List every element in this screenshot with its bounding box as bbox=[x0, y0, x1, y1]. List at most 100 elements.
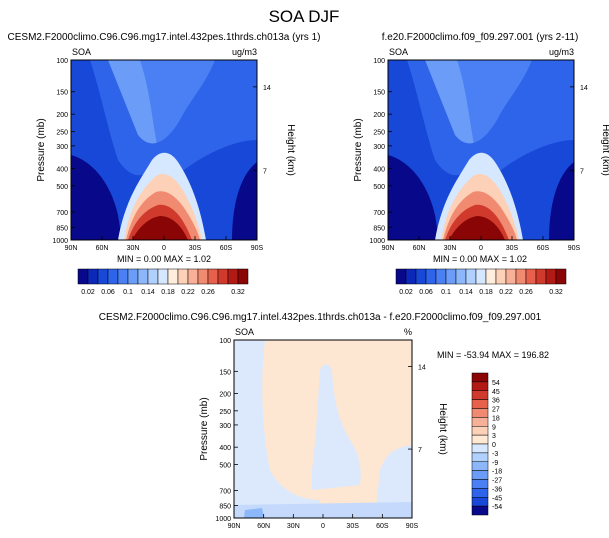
colorbar-diff-swatch bbox=[471, 505, 489, 516]
colorbar-left-swatch bbox=[177, 268, 189, 285]
colorbar-right-label: 0.32 bbox=[549, 289, 563, 296]
colorbar-diff-label: 0 bbox=[492, 442, 496, 449]
colorbar-left-label: 0.02 bbox=[81, 289, 95, 296]
panel-left-ytick-label: 200 bbox=[56, 112, 68, 119]
panel-right-ylabel: Pressure (mb) bbox=[353, 118, 364, 181]
panel-diff-xtick-label: 90S bbox=[406, 523, 419, 530]
panel-right-minmax: MIN = 0.00 MAX = 1.02 bbox=[433, 254, 527, 264]
panel-left-title: CESM2.F2000climo.C96.C96.mg17.intel.432p… bbox=[8, 32, 321, 43]
panel-left-ytick-label: 400 bbox=[56, 166, 68, 173]
panel-diff-minmax: MIN = -53.94 MAX = 196.82 bbox=[437, 350, 549, 360]
panel-right-xtick-label: 90N bbox=[382, 245, 395, 252]
colorbar-diff-label: 27 bbox=[492, 407, 500, 414]
panel-diff-ytick-label: 300 bbox=[219, 423, 231, 430]
colorbar-diff-label: -45 bbox=[492, 495, 502, 502]
colorbar-left-swatch bbox=[227, 268, 239, 285]
colorbar-diff-swatch bbox=[471, 399, 489, 409]
colorbar-left-label: 0.06 bbox=[101, 289, 115, 296]
panel-diff-ylabel: Pressure (mb) bbox=[199, 397, 210, 460]
colorbar-left: 0.02 0.06 0.1 0.14 0.18 0.22 0.26 0.32 bbox=[77, 268, 249, 296]
colorbar-left-swatch bbox=[147, 268, 159, 285]
panel-left-ytick-label: 100 bbox=[56, 58, 68, 65]
colorbar-left-label: 0.1 bbox=[123, 289, 133, 296]
colorbar-right-swatch bbox=[395, 268, 407, 285]
colorbar-left-swatch bbox=[167, 268, 179, 285]
colorbar-right-swatch bbox=[545, 268, 557, 285]
panel-right-height-tick-label: 14 bbox=[580, 85, 588, 92]
panel-diff-ytick-label: 700 bbox=[219, 488, 231, 495]
panel-right-var-label: SOA bbox=[389, 47, 408, 57]
colorbar-left-swatch bbox=[117, 268, 129, 285]
colorbar-right-swatch bbox=[495, 268, 507, 285]
panel-diff-title: CESM2.F2000climo.C96.C96.mg17.intel.432p… bbox=[99, 312, 542, 323]
colorbar-right-swatch bbox=[535, 268, 547, 285]
panel-diff-ytick-label: 400 bbox=[219, 445, 231, 452]
colorbar-right: 0.02 0.06 0.1 0.14 0.18 0.22 0.26 0.32 bbox=[395, 268, 567, 296]
colorbar-right-swatch bbox=[505, 268, 517, 285]
colorbar-right-swatch bbox=[405, 268, 417, 285]
panel-left-minmax: MIN = 0.00 MAX = 1.02 bbox=[117, 254, 211, 264]
colorbar-left-swatch bbox=[157, 268, 169, 285]
panel-right: f.e20.F2000climo.f09_f09.297.001 (yrs 2-… bbox=[353, 32, 609, 264]
panel-right-ytick-label: 200 bbox=[373, 112, 385, 119]
colorbar-right-swatch bbox=[425, 268, 437, 285]
panel-left-xtick-label: 90S bbox=[251, 245, 264, 252]
colorbar-right-swatch bbox=[525, 268, 537, 285]
colorbar-diff-label: -54 bbox=[492, 504, 502, 511]
colorbar-diff-label: -3 bbox=[492, 451, 498, 458]
panel-left-contour-dark bbox=[71, 60, 257, 240]
panel-left-ylabel: Pressure (mb) bbox=[36, 118, 47, 181]
colorbar-diff-swatch bbox=[471, 372, 489, 383]
panel-left-ytick-label: 300 bbox=[56, 144, 68, 151]
panel-left-height-tick-label: 14 bbox=[263, 85, 271, 92]
colorbar-right-label: 0.26 bbox=[519, 289, 533, 296]
panel-left-xtick-label: 60S bbox=[220, 245, 233, 252]
panel-diff-xtick-label: 60S bbox=[376, 523, 389, 530]
colorbar-left-swatch bbox=[237, 268, 249, 285]
panel-left-xtick-label: 30N bbox=[127, 245, 140, 252]
panel-right-xtick-label: 0 bbox=[479, 245, 483, 252]
panel-diff-xtick-label: 30N bbox=[287, 523, 300, 530]
colorbar-left-swatch bbox=[207, 268, 219, 285]
panel-left-ytick-label: 700 bbox=[56, 210, 68, 217]
panel-right-ytick-label: 150 bbox=[373, 90, 385, 97]
panel-right-xtick-label: 30N bbox=[444, 245, 457, 252]
colorbar-right-label: 0.22 bbox=[499, 289, 513, 296]
colorbar-diff-swatch bbox=[471, 452, 489, 462]
colorbar-left-swatch bbox=[97, 268, 109, 285]
panel-diff-ytick-label: 500 bbox=[219, 462, 231, 469]
colorbar-left-swatch bbox=[217, 268, 229, 285]
panel-diff-var-label: SOA bbox=[235, 327, 254, 337]
panel-diff-ytick-label: 250 bbox=[219, 409, 231, 416]
colorbar-diff-swatch bbox=[471, 479, 489, 489]
panel-right-contour-dark bbox=[388, 60, 574, 240]
panel-right-xtick-label: 60N bbox=[413, 245, 426, 252]
panel-right-height-tick-label: 7 bbox=[580, 168, 584, 175]
colorbar-diff-label: 45 bbox=[492, 389, 500, 396]
panel-right-ytick-label: 100 bbox=[373, 58, 385, 65]
colorbar-diff-swatch bbox=[471, 443, 489, 454]
panel-diff-units: % bbox=[404, 327, 412, 337]
colorbar-diff-swatch bbox=[471, 417, 489, 427]
panel-right-xtick-label: 90S bbox=[568, 245, 581, 252]
colorbar-left-label: 0.26 bbox=[201, 289, 215, 296]
panel-right-ytick-label: 300 bbox=[373, 144, 385, 151]
panel-right-xtick-label: 60S bbox=[537, 245, 550, 252]
panel-left-xtick-label: 0 bbox=[162, 245, 166, 252]
panel-left-units: ug/m3 bbox=[232, 47, 257, 57]
panel-diff: CESM2.F2000climo.C96.C96.mg17.intel.432p… bbox=[99, 312, 549, 530]
colorbar-diff-label: -27 bbox=[492, 478, 502, 485]
colorbar-left-label: 0.22 bbox=[181, 289, 195, 296]
colorbar-right-swatch bbox=[415, 268, 427, 285]
colorbar-diff-label: 54 bbox=[492, 380, 500, 387]
panel-left-xtick-label: 90N bbox=[65, 245, 78, 252]
colorbar-right-swatch bbox=[555, 268, 567, 285]
panel-left: CESM2.F2000climo.C96.C96.mg17.intel.432p… bbox=[8, 32, 321, 264]
panel-left-plume-5 bbox=[132, 216, 188, 240]
colorbar-right-swatch bbox=[475, 268, 487, 285]
panel-diff-xtick-label: 60N bbox=[257, 523, 270, 530]
colorbar-diff-label: 18 bbox=[492, 415, 500, 422]
panel-right-xtick-label: 30S bbox=[506, 245, 519, 252]
panel-diff-neg-north bbox=[234, 340, 320, 518]
colorbar-right-swatch bbox=[465, 268, 477, 285]
